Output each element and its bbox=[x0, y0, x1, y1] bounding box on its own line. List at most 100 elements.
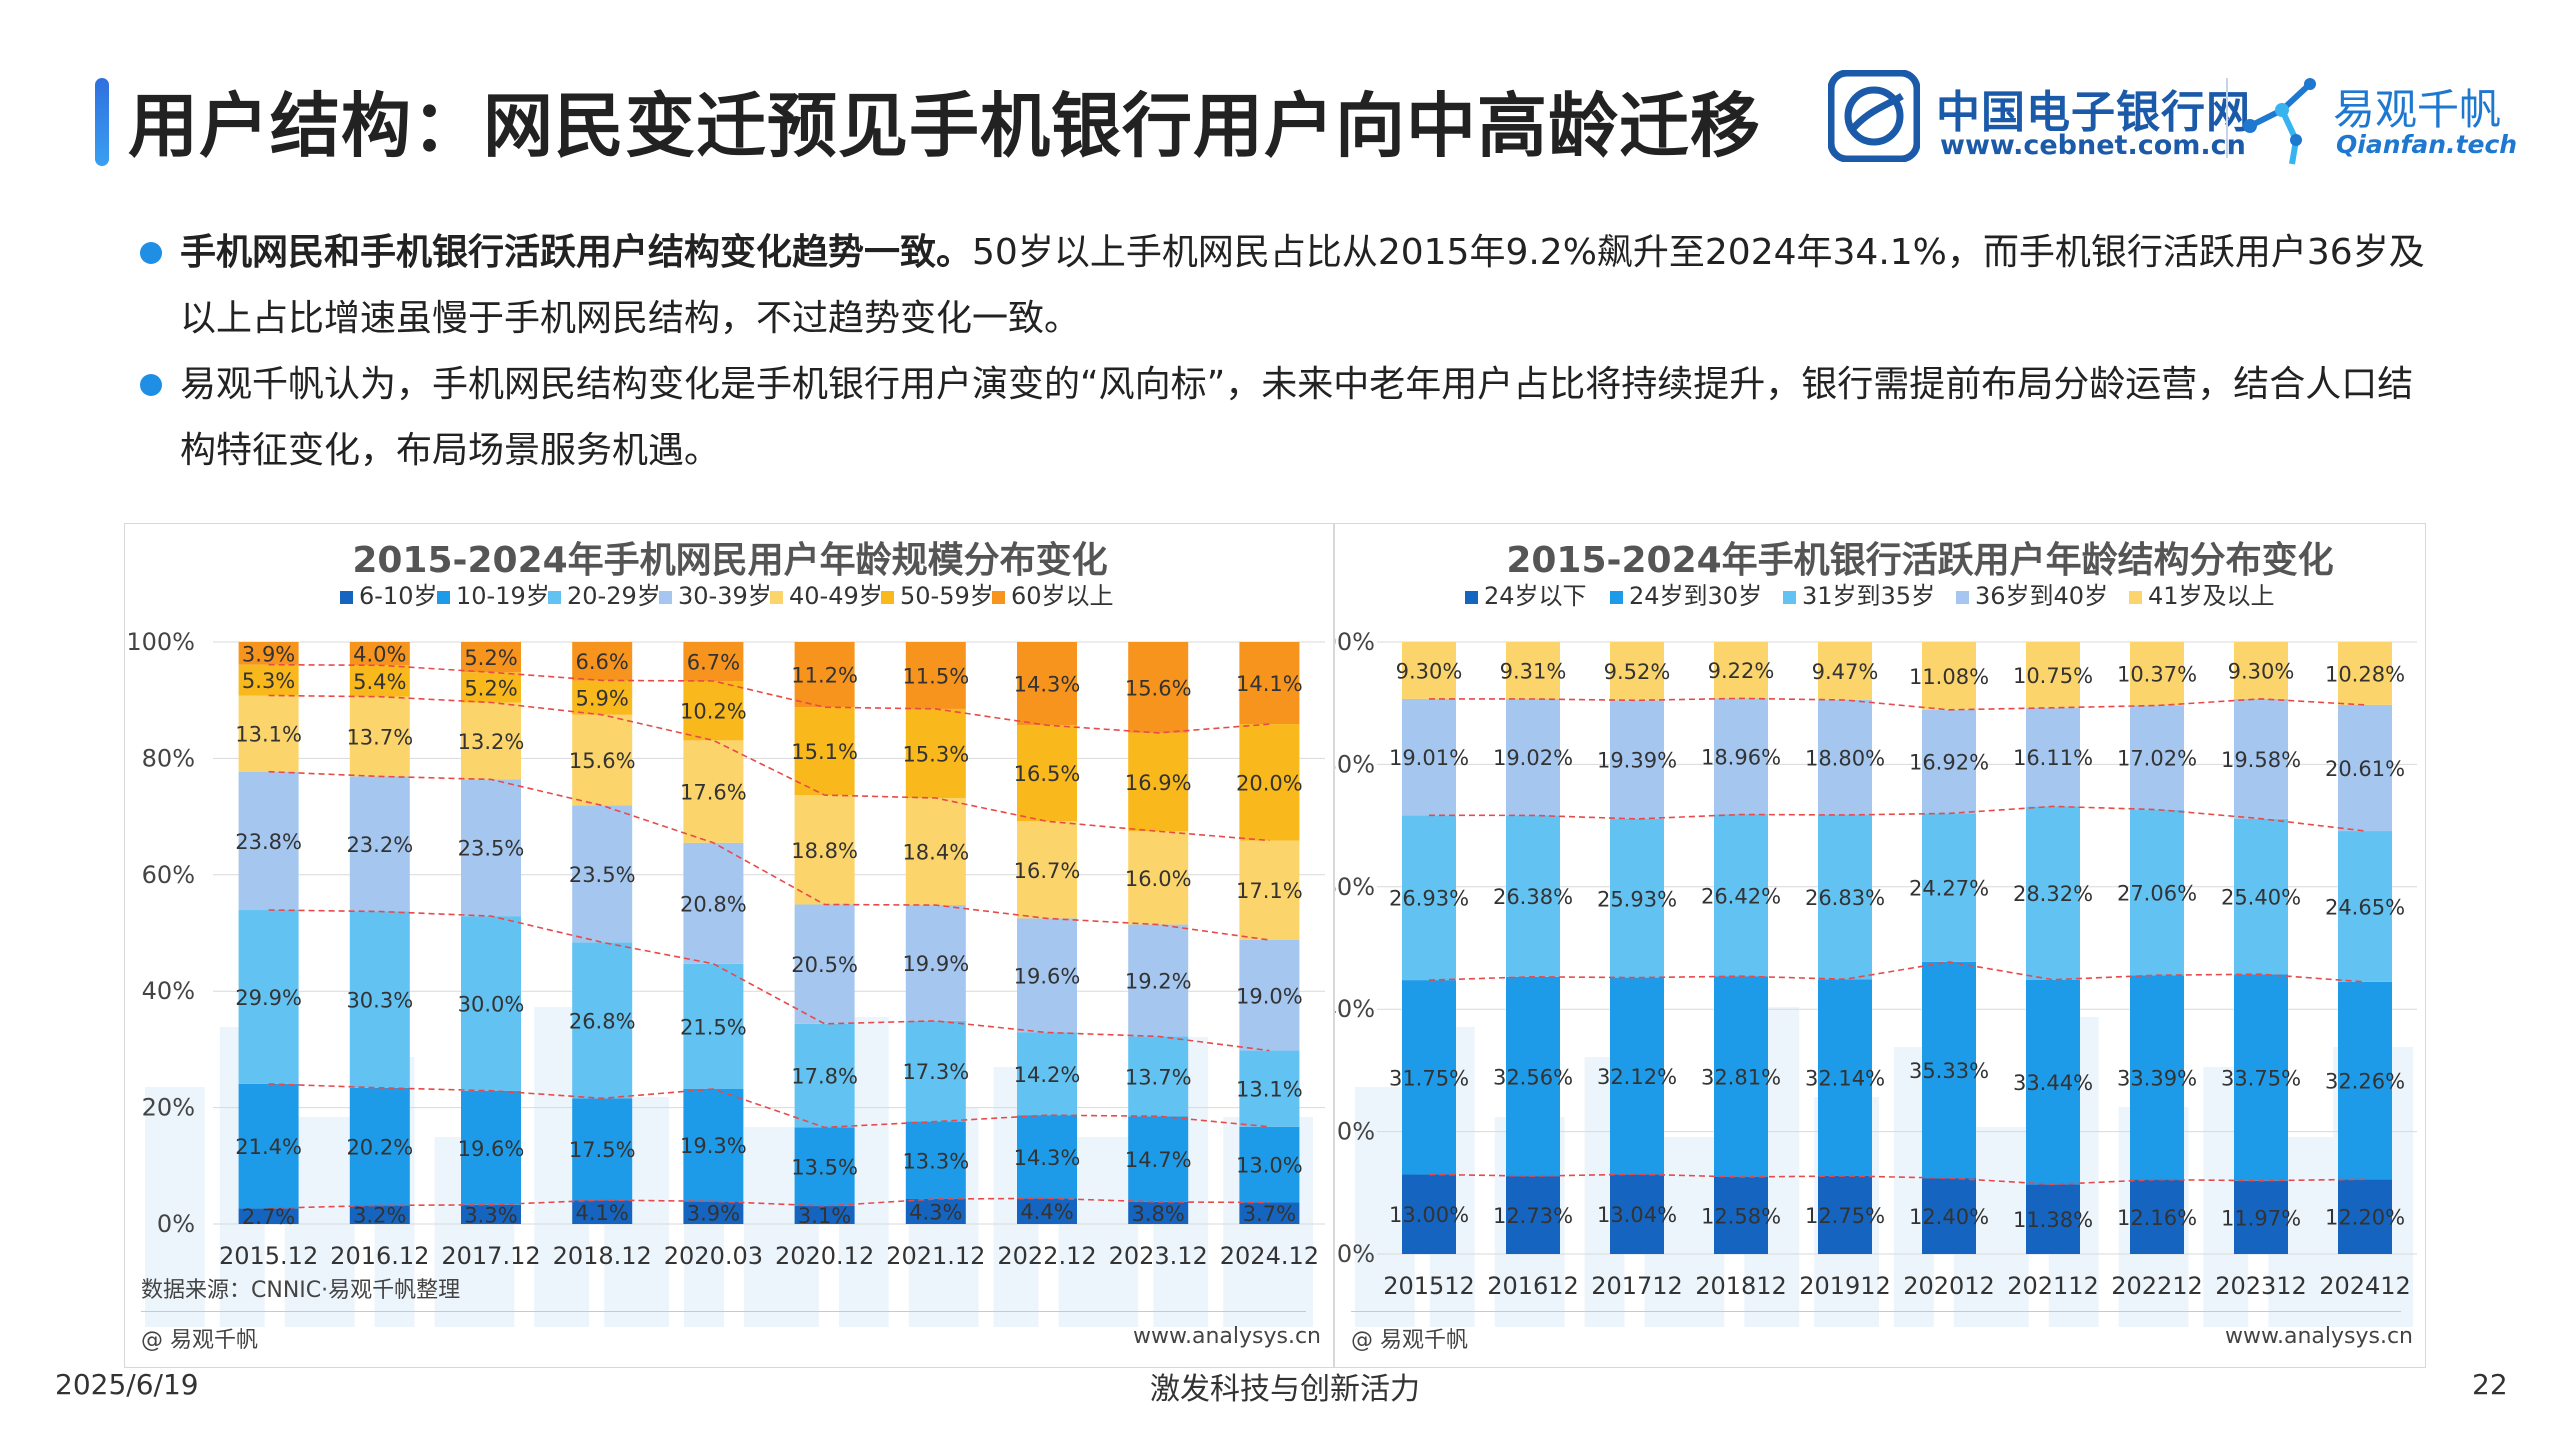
bar-segment bbox=[1017, 725, 1077, 822]
bar-segment bbox=[2338, 831, 2392, 982]
footer-divider bbox=[141, 1311, 1306, 1312]
data-label: 28.32% bbox=[2013, 882, 2093, 906]
data-label: 12.40% bbox=[1909, 1205, 1989, 1229]
x-tick-label: 201912 bbox=[1799, 1272, 1891, 1300]
bar-segment bbox=[2338, 642, 2392, 705]
footer-slogan: 激发科技与创新活力 bbox=[1150, 1372, 1420, 1407]
bar-segment bbox=[683, 680, 744, 741]
data-label: 19.2% bbox=[1125, 969, 1192, 993]
bar-segment bbox=[1610, 1174, 1664, 1254]
bar-segment bbox=[572, 942, 633, 1099]
data-label: 16.9% bbox=[1125, 771, 1192, 795]
y-tick-label: 60% bbox=[1335, 873, 1375, 901]
cebnet-name: 中国电子银行网 bbox=[1936, 87, 2251, 138]
y-tick-label: 80% bbox=[1335, 750, 1375, 778]
trend-line bbox=[268, 663, 1270, 734]
bar-segment bbox=[461, 702, 521, 780]
data-label: 26.93% bbox=[1389, 887, 1469, 911]
bar-segment bbox=[1239, 1126, 1300, 1203]
bar-segment bbox=[2234, 818, 2288, 975]
bar-segment bbox=[1922, 961, 1976, 1179]
data-source-note: 数据来源：CNNIC·易观千帆整理 bbox=[141, 1278, 461, 1303]
cebnet-url: www.cebnet.com.cn bbox=[1940, 130, 2246, 161]
legend-label-0: 24岁以下 bbox=[1484, 582, 1587, 610]
data-label: 17.5% bbox=[569, 1138, 636, 1162]
bar-segment bbox=[1818, 699, 1872, 816]
data-label: 10.28% bbox=[2325, 662, 2405, 686]
data-label: 17.8% bbox=[791, 1065, 858, 1089]
data-label: 33.39% bbox=[2117, 1066, 2197, 1090]
data-label: 19.58% bbox=[2221, 748, 2301, 772]
bar-segment bbox=[349, 642, 410, 666]
data-label: 14.7% bbox=[1125, 1148, 1192, 1172]
data-label: 25.93% bbox=[1597, 887, 1677, 911]
bar-segment bbox=[1610, 977, 1664, 1175]
x-tick-label: 2020.03 bbox=[664, 1242, 763, 1270]
bar-segment bbox=[572, 642, 633, 681]
data-label: 30.0% bbox=[458, 992, 525, 1016]
bar-segment bbox=[1506, 698, 1560, 816]
bar-segment bbox=[1402, 1174, 1456, 1254]
bar-segment bbox=[1239, 939, 1300, 1051]
data-label: 13.5% bbox=[791, 1156, 858, 1180]
qianfan-logo-icon bbox=[2243, 78, 2316, 165]
x-tick-label: 2015.12 bbox=[219, 1242, 318, 1270]
source-url: www.analysys.cn bbox=[2225, 1324, 2413, 1349]
bar-segment bbox=[683, 842, 744, 964]
bar-segment bbox=[1818, 815, 1872, 980]
y-tick-label: 20% bbox=[142, 1094, 195, 1122]
data-label: 32.56% bbox=[1493, 1065, 1573, 1089]
trend-line bbox=[268, 770, 1270, 941]
bar-segment bbox=[1017, 642, 1077, 726]
bar-segment bbox=[461, 1204, 521, 1224]
data-label: 26.83% bbox=[1805, 886, 1885, 910]
data-label: 27.06% bbox=[2117, 881, 2197, 905]
bar-segment bbox=[1017, 918, 1077, 1033]
bar-segment bbox=[794, 642, 855, 708]
bullet-item: 易观千帆认为，手机网民结构变化是手机银行用户演变的“风向标”，未来中老年用户占比… bbox=[140, 352, 2430, 484]
bar-segment bbox=[349, 776, 410, 912]
data-label: 32.81% bbox=[1701, 1066, 1781, 1090]
data-label: 31.75% bbox=[1389, 1066, 1469, 1090]
data-label: 15.1% bbox=[791, 740, 858, 764]
data-label: 19.02% bbox=[1493, 746, 1573, 770]
bar-segment bbox=[2234, 642, 2288, 699]
y-tick-label: 100% bbox=[1335, 628, 1375, 656]
legend-swatch-1 bbox=[437, 591, 450, 604]
data-label: 24.65% bbox=[2325, 895, 2405, 919]
data-label: 13.1% bbox=[1236, 1078, 1303, 1102]
x-tick-label: 201812 bbox=[1695, 1272, 1787, 1300]
bar-segment bbox=[349, 1205, 410, 1224]
x-tick-label: 201712 bbox=[1591, 1272, 1683, 1300]
bar-segment bbox=[1610, 818, 1664, 978]
bar-segment bbox=[1714, 642, 1768, 699]
data-label: 26.42% bbox=[1701, 884, 1781, 908]
bar-segment bbox=[1128, 924, 1189, 1037]
bar-segment bbox=[1818, 1175, 1872, 1254]
trend-line bbox=[1428, 1173, 2366, 1186]
bar-segment bbox=[1017, 821, 1077, 919]
bar-segment bbox=[1922, 813, 1976, 962]
data-label: 14.3% bbox=[1014, 1146, 1081, 1170]
bar-segment bbox=[1922, 1178, 1976, 1254]
x-tick-label: 2022.12 bbox=[997, 1242, 1096, 1270]
x-tick-label: 2016.12 bbox=[330, 1242, 429, 1270]
data-label: 13.04% bbox=[1597, 1203, 1677, 1227]
data-label: 32.26% bbox=[2325, 1070, 2405, 1094]
bar-segment bbox=[1239, 642, 1300, 725]
data-label: 19.9% bbox=[902, 952, 969, 976]
legend-label-3: 36岁到40岁 bbox=[1975, 582, 2108, 610]
page-number: 22 bbox=[2472, 1368, 2508, 1401]
bullet-dot-icon bbox=[140, 374, 162, 396]
x-tick-label: 202312 bbox=[2215, 1272, 2307, 1300]
data-label: 9.22% bbox=[1708, 659, 1775, 683]
data-label: 3.9% bbox=[687, 1202, 740, 1226]
data-label: 3.8% bbox=[1132, 1202, 1185, 1226]
data-label: 4.0% bbox=[353, 643, 406, 667]
legend-label-4: 40-49岁 bbox=[789, 582, 883, 610]
bar-segment bbox=[238, 695, 299, 772]
legend-swatch-1 bbox=[1610, 591, 1623, 604]
x-tick-label: 202112 bbox=[2007, 1272, 2099, 1300]
bar-segment bbox=[2130, 1179, 2184, 1254]
data-label: 33.44% bbox=[2013, 1071, 2093, 1095]
